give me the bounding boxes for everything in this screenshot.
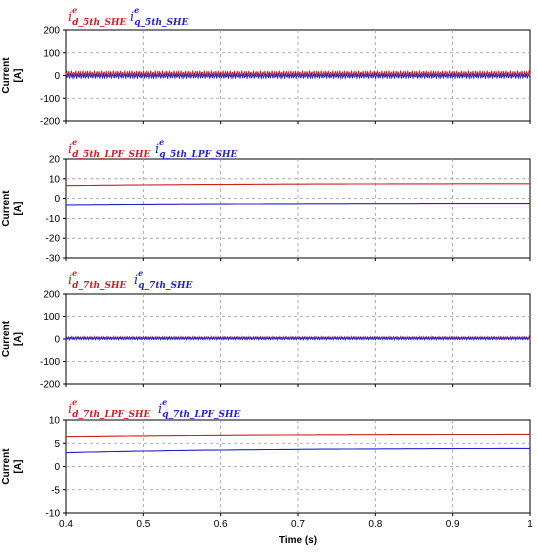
legend-sup: e [72,268,77,278]
y-tick-label: 0 [54,71,60,82]
y-tick-label: 200 [43,26,60,37]
legend-sub: d_5th_SHE [72,18,126,28]
y-tick-label: -100 [40,357,60,368]
legend-d_7th_LPF_SHE: ie d_7th_LPF_SHE [68,397,151,420]
legend-d_7th_SHE: ie d_7th_SHE [68,268,127,291]
y-axis-label-line: Current [1,57,12,94]
legend-d_5th_SHE: ie d_5th_SHE [68,5,127,28]
series-line-q_7th_LPF_SHE [65,447,530,454]
y-axis-label-line: Current [1,320,12,357]
y-tick-label: -200 [40,380,60,391]
y-axis-label: Current[A] [1,448,24,485]
x-tick-label: 0.7 [291,519,305,530]
y-tick-label: -20 [46,234,61,245]
legend-sup: e [134,5,139,15]
legend-base: i [68,10,72,25]
x-tick-label: 1 [527,519,533,530]
legend-base: i [134,273,138,288]
series-line-q_7th_SHE [65,335,531,342]
y-axis-label: Current[A] [1,320,24,357]
legend-sub: q_5th_SHE [134,18,188,28]
legend-q_5th_SHE: ie q_5th_SHE [130,5,189,28]
y-tick-label: 20 [49,155,61,166]
legend-sub: d_7th_SHE [72,281,126,291]
x-tick-label: 0.4 [59,519,73,530]
legend-q_7th_SHE: ie q_7th_SHE [134,268,193,291]
y-tick-label: -10 [46,214,61,225]
y-tick-label: 200 [43,290,60,301]
y-tick-label: 0 [54,335,60,346]
legend-base: i [68,402,72,417]
y-axis-label-line: [A] [13,460,24,474]
y-tick-label: 5 [54,439,60,450]
series-line-q_5th_LPF_SHE [66,203,530,206]
y-axis-label-line: [A] [13,202,24,216]
y-axis-label-line: Current [1,448,12,485]
x-axis-label: Time (s) [279,535,317,546]
legend-base: i [158,402,162,417]
x-tick-label: 0.9 [446,519,460,530]
legend-sub: q_7th_SHE [138,281,192,291]
series-line-d_7th_SHE [65,335,531,341]
y-tick-label: 10 [49,174,61,185]
y-tick-label: 0 [54,194,60,205]
legend-base: i [130,10,134,25]
legend-q_5th_LPF_SHE: ie q_5th_LPF_SHE [155,137,238,160]
x-tick-label: 0.6 [214,519,228,530]
legend-sup: e [162,397,167,407]
y-axis-label: Current[A] [1,57,24,94]
series-line-d_5th_SHE [65,69,531,78]
x-tick-label: 0.5 [136,519,150,530]
y-axis-label-line: Current [1,190,12,227]
y-tick-label: -100 [40,94,60,105]
series-line-q_5th_SHE [65,72,531,80]
legend-base: i [68,273,72,288]
legend-sup: e [72,137,77,147]
y-tick-label: -200 [40,117,60,128]
legend-sub: d_7th_LPF_SHE [72,410,150,420]
legend-sub: d_5th_LPF_SHE [72,150,150,160]
y-axis-label-line: [A] [13,69,24,83]
x-tick-label: 0.8 [368,519,382,530]
legend-sub: q_7th_LPF_SHE [162,410,240,420]
series-line-d_7th_LPF_SHE [65,433,530,438]
legend-sup: e [72,397,77,407]
legend-base: i [155,142,159,157]
y-tick-label: -10 [46,509,61,520]
y-tick-label: -5 [51,485,60,496]
y-tick-label: 100 [43,48,60,59]
y-tick-label: 0 [54,462,60,473]
legend-sub: q_5th_LPF_SHE [159,150,237,160]
legend-sup: e [138,268,143,278]
y-tick-label: 10 [49,416,61,427]
legend-q_7th_LPF_SHE: ie q_7th_LPF_SHE [158,397,241,420]
y-tick-label: -30 [46,254,61,265]
legend-base: i [68,142,72,157]
y-axis-label-line: [A] [13,332,24,346]
legend-d_5th_LPF_SHE: ie d_5th_LPF_SHE [68,137,151,160]
legend-sup: e [159,137,164,147]
legend-sup: e [72,5,77,15]
series-line-d_5th_LPF_SHE [65,183,530,187]
y-tick-label: 100 [43,312,60,323]
y-axis-label: Current[A] [1,190,24,227]
